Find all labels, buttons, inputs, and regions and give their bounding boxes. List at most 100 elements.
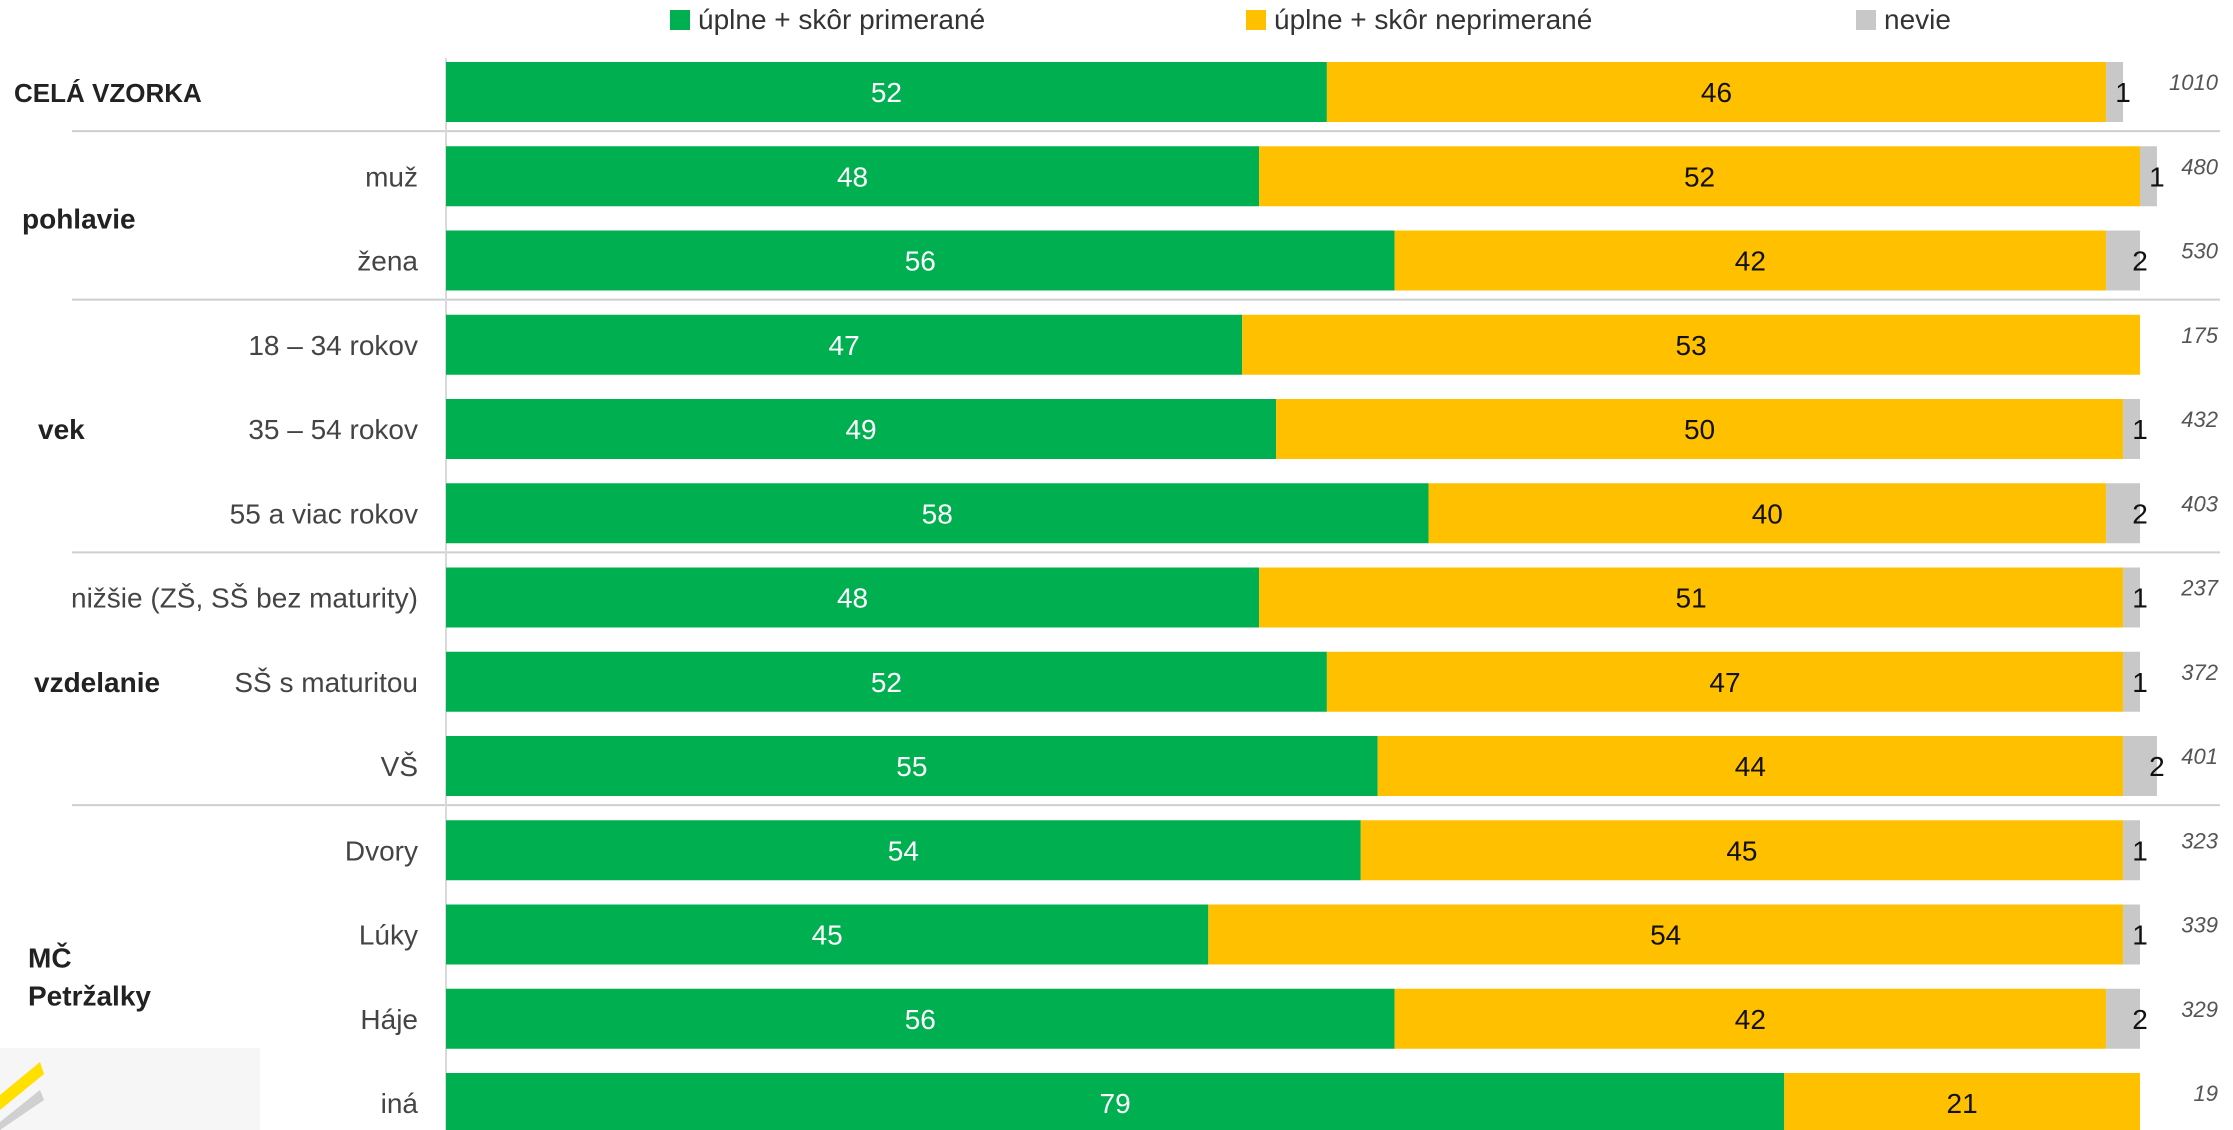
bar-segment (446, 314, 1243, 375)
group-label: Petržalky (28, 981, 151, 1012)
group-label: MČ (28, 942, 72, 974)
group-label: pohlavie (22, 203, 136, 234)
data-label: 45 (812, 920, 843, 951)
data-label: 58 (922, 498, 953, 529)
sample-size-label: 237 (2180, 576, 2218, 601)
row-label: Háje (360, 1004, 418, 1035)
data-label: 21 (1947, 1088, 1978, 1119)
row-label: iná (381, 1088, 419, 1119)
legend-label: nevie (1884, 4, 1951, 35)
bar-segment (2123, 820, 2140, 881)
data-label: 54 (1650, 920, 1681, 951)
legend: úplne + skôr primerané úplne + skôr nepri… (670, 4, 1951, 35)
row-label: Dvory (345, 835, 418, 866)
row-label: VŠ (381, 751, 418, 782)
data-label: 53 (1676, 330, 1707, 361)
bar-segment (2106, 62, 2124, 122)
bar-segment (1428, 483, 2107, 544)
data-label: 52 (871, 77, 902, 108)
sample-size-label: 323 (2181, 828, 2218, 853)
row-label: žena (357, 246, 418, 277)
sample-size-label: 403 (2181, 491, 2218, 516)
bar-segment (1326, 62, 2107, 122)
bar-segment (2106, 483, 2140, 544)
data-label: 45 (1726, 835, 1757, 866)
data-label: 42 (1735, 246, 1766, 277)
bar-segment (446, 230, 1395, 291)
row-label: 18 – 34 rokov (248, 330, 418, 361)
bar-segment (1208, 904, 2124, 965)
row-label: nižšie (ZŠ, SŠ bez maturity) (71, 583, 418, 614)
sample-size-label: 1010 (2169, 70, 2219, 95)
data-label: 2 (2132, 498, 2148, 529)
data-label: 44 (1735, 751, 1766, 782)
bar-segment (1360, 820, 2124, 881)
data-label: 1 (2115, 77, 2131, 108)
bar-segment (2123, 904, 2140, 965)
group-separators (72, 130, 2220, 807)
data-label: 2 (2132, 246, 2148, 277)
data-label: 1 (2149, 161, 2165, 192)
legend-label: úplne + skôr neprimerané (1274, 4, 1592, 35)
data-label: 1 (2132, 667, 2148, 698)
sample-size-label: 480 (2181, 154, 2218, 179)
data-label: 42 (1735, 1004, 1766, 1035)
bar-segment (446, 651, 1327, 712)
bar-segment (1276, 399, 2124, 459)
data-label: 2 (2132, 1004, 2148, 1035)
data-label: 48 (837, 583, 868, 614)
bar-segment (2123, 399, 2140, 459)
group-label: vek (38, 414, 85, 445)
bar-segment (446, 988, 1395, 1049)
sample-size-label: 401 (2181, 744, 2218, 769)
data-label: 79 (1100, 1088, 1131, 1119)
sample-size-label: 339 (2181, 913, 2218, 938)
bar-segment (446, 146, 1260, 207)
sample-size-label: 329 (2181, 997, 2218, 1022)
bar-segment (446, 399, 1277, 459)
data-label: 52 (871, 667, 902, 698)
data-label: 48 (837, 161, 868, 192)
data-label: 1 (2132, 414, 2148, 445)
bar-segment (2106, 230, 2140, 291)
group-label: vzdelanie (34, 667, 160, 698)
bar-segment (446, 483, 1429, 544)
bar-segment (2123, 651, 2140, 712)
bar-segment (1784, 1073, 2140, 1130)
legend-swatch (670, 10, 690, 30)
group-label: CELÁ VZORKA (14, 78, 202, 108)
data-label: 56 (905, 246, 936, 277)
bar-segment (446, 904, 1209, 965)
bar-segment (446, 736, 1378, 796)
row-label: 55 a viac rokov (230, 498, 418, 529)
legend-label: úplne + skôr primerané (698, 4, 985, 35)
data-label: 49 (845, 414, 876, 445)
data-label: 46 (1701, 77, 1732, 108)
data-label: 51 (1676, 583, 1707, 614)
bar-segment (1259, 567, 2124, 628)
sample-size-label: 432 (2181, 407, 2218, 432)
data-label: 47 (829, 330, 860, 361)
data-label: 2 (2149, 751, 2165, 782)
bar-segment (1259, 146, 2140, 207)
data-label: 56 (905, 1004, 936, 1035)
bar-segment (2106, 988, 2140, 1049)
data-label: 40 (1752, 498, 1783, 529)
bar-segment (2140, 146, 2157, 207)
bar-segment (446, 820, 1361, 881)
bar-segment (1326, 651, 2124, 712)
row-label: muž (365, 161, 418, 192)
data-label: 50 (1684, 414, 1715, 445)
legend-swatch (1246, 10, 1266, 30)
data-label: 47 (1709, 667, 1740, 698)
bar-segment (1377, 736, 2124, 796)
corner-logo (0, 1048, 260, 1130)
bar-segment (446, 567, 1260, 628)
data-label: 55 (896, 751, 927, 782)
row-label: 35 – 54 rokov (248, 414, 418, 445)
sample-size-label: 530 (2181, 239, 2218, 264)
bar-segment (1242, 314, 2140, 375)
legend-swatch (1856, 10, 1876, 30)
row-label: Lúky (359, 920, 418, 951)
